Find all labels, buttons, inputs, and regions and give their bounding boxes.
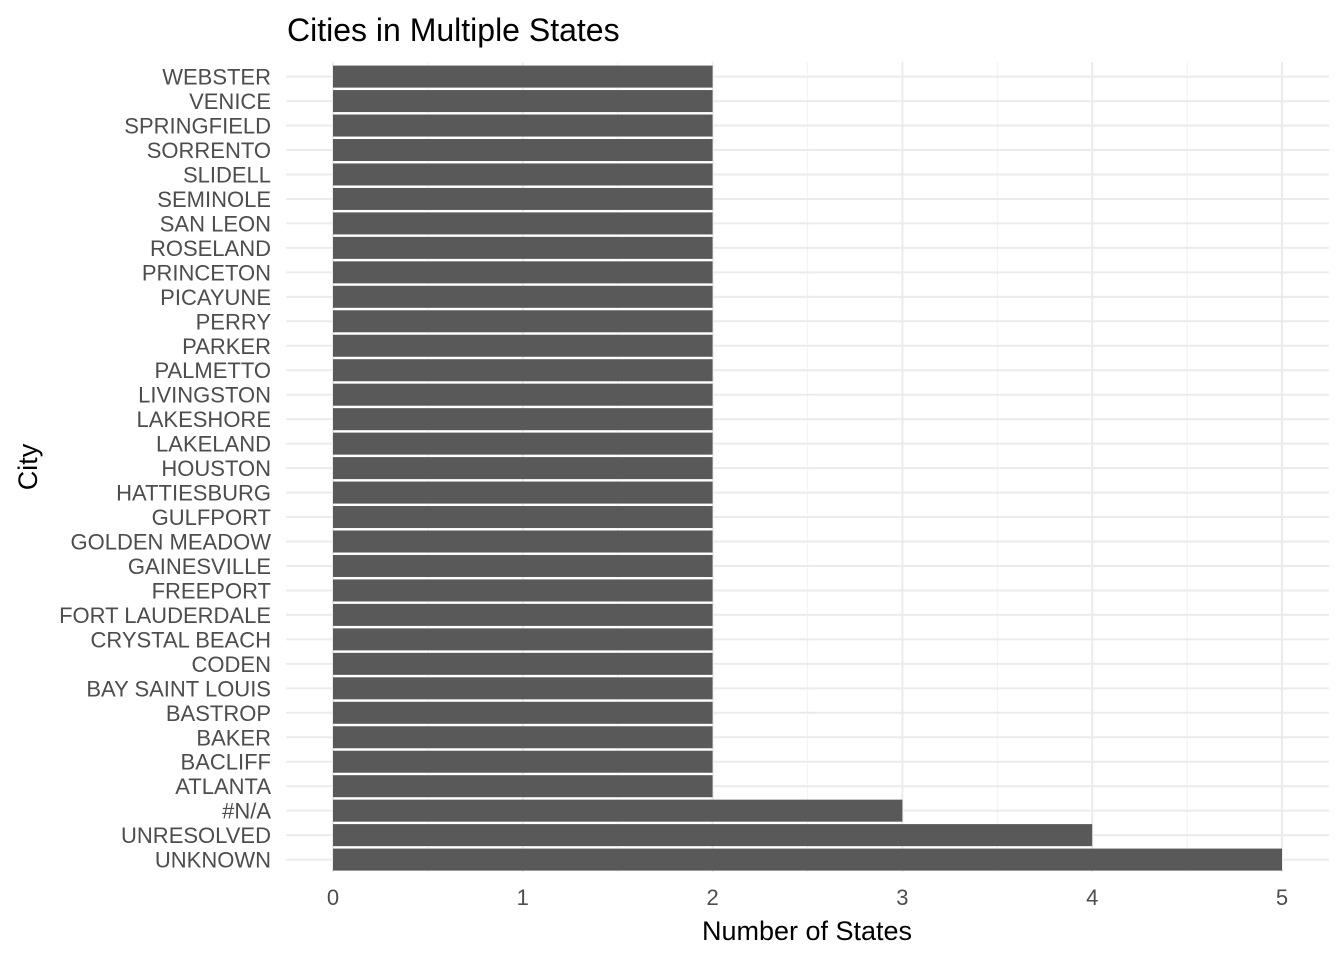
x-axis-title: Number of States — [702, 916, 912, 946]
y-tick-label: BAY SAINT LOUIS — [86, 676, 271, 701]
y-tick-label: UNRESOLVED — [121, 823, 271, 848]
bar — [333, 138, 713, 162]
chart-title: Cities in Multiple States — [287, 12, 620, 48]
y-tick-label: LAKELAND — [156, 432, 271, 457]
x-tick-labels: 0 1 2 3 4 5 — [327, 885, 1288, 910]
x-tick-label: 3 — [896, 885, 908, 910]
bar — [333, 334, 713, 357]
y-tick-label: ATLANTA — [175, 774, 271, 799]
y-tick-labels: UNKNOWNUNRESOLVED#N/AATLANTABACLIFFBAKER… — [59, 65, 271, 873]
bar — [333, 579, 713, 602]
bar — [333, 750, 713, 773]
x-tick-label: 0 — [327, 885, 339, 910]
y-tick-label: SAN LEON — [160, 211, 271, 236]
y-tick-label: FORT LAUDERDALE — [59, 603, 271, 628]
y-tick-label: BAKER — [196, 725, 271, 750]
bar — [333, 236, 713, 259]
y-tick-label: ROSELAND — [150, 236, 271, 261]
y-tick-label: SORRENTO — [147, 138, 271, 163]
bar — [333, 481, 713, 504]
y-tick-label: SPRINGFIELD — [124, 114, 271, 139]
y-tick-label: HOUSTON — [161, 456, 271, 481]
y-tick-label: LIVINGSTON — [138, 383, 271, 408]
bar — [333, 212, 713, 235]
y-tick-label: LAKESHORE — [137, 407, 272, 432]
bar — [333, 383, 713, 406]
y-tick-label: #N/A — [222, 799, 271, 824]
bar — [333, 310, 713, 333]
y-tick-label: BASTROP — [166, 701, 271, 726]
bar — [333, 824, 1093, 847]
bar — [333, 652, 713, 675]
bar — [333, 530, 713, 553]
bar — [333, 359, 713, 382]
bar — [333, 114, 713, 137]
bar — [333, 163, 713, 186]
y-tick-label: PRINCETON — [142, 260, 271, 285]
bar — [333, 187, 713, 210]
x-tick-label: 1 — [517, 885, 529, 910]
y-tick-label: SLIDELL — [183, 162, 271, 187]
bar — [333, 65, 713, 88]
bar — [333, 677, 713, 700]
x-tick-label: 4 — [1086, 885, 1098, 910]
bar — [333, 799, 903, 822]
bar — [333, 848, 1282, 871]
bar — [333, 457, 713, 480]
bar — [333, 90, 713, 113]
bar — [333, 261, 713, 284]
bar — [333, 775, 713, 798]
y-tick-label: GOLDEN MEADOW — [71, 530, 272, 555]
y-tick-label: GULFPORT — [152, 505, 271, 530]
bar — [333, 628, 713, 651]
bar — [333, 285, 713, 308]
bar — [333, 432, 713, 455]
y-tick-label: CRYSTAL BEACH — [90, 627, 271, 652]
y-tick-label: PALMETTO — [154, 358, 271, 383]
y-tick-label: UNKNOWN — [155, 848, 271, 873]
x-tick-label: 5 — [1276, 885, 1288, 910]
y-tick-label: FREEPORT — [152, 578, 271, 603]
y-tick-label: CODEN — [192, 652, 271, 677]
bar — [333, 726, 713, 749]
bar — [333, 554, 713, 577]
y-tick-label: GAINESVILLE — [128, 554, 271, 579]
bar — [333, 506, 713, 529]
y-tick-label: BACLIFF — [181, 750, 271, 775]
y-tick-label: HATTIESBURG — [116, 481, 271, 506]
y-tick-label: PICAYUNE — [160, 285, 271, 310]
bar — [333, 701, 713, 724]
bar — [333, 603, 713, 626]
y-tick-label: SEMINOLE — [157, 187, 271, 212]
bar — [333, 408, 713, 431]
y-tick-label: VENICE — [189, 89, 271, 114]
y-tick-label: PERRY — [196, 309, 272, 334]
x-tick-label: 2 — [706, 885, 718, 910]
bars — [333, 65, 1282, 871]
y-tick-label: PARKER — [182, 334, 271, 359]
y-axis-title: City — [13, 443, 43, 490]
y-tick-label: WEBSTER — [162, 65, 271, 90]
